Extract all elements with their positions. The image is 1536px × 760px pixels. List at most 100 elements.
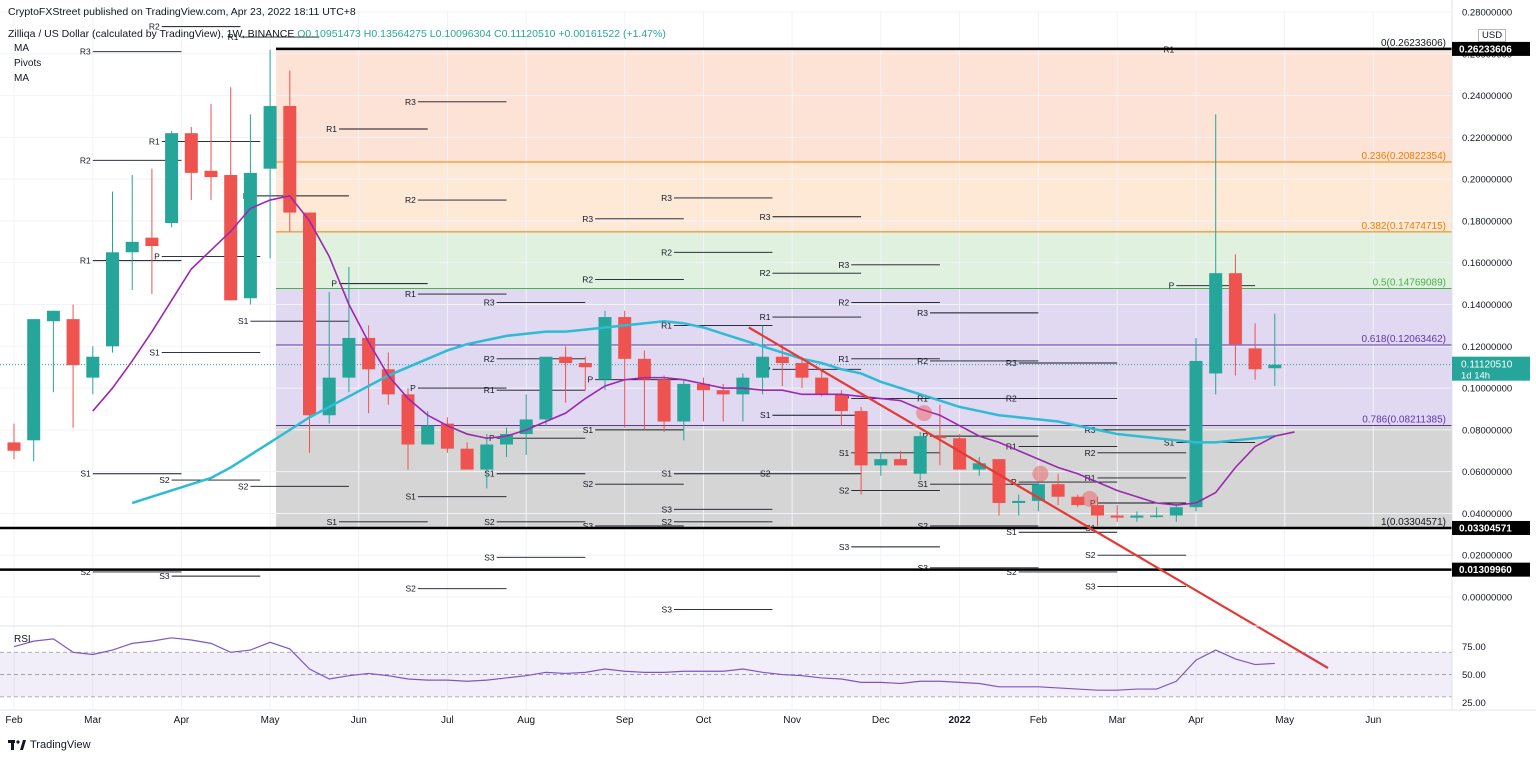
key-level-tag-1: [1452, 520, 1530, 535]
pivot-label-48: S2: [159, 475, 170, 485]
candle-27: [539, 356, 553, 420]
pivot-label-33: P: [410, 383, 416, 393]
rsi-tick-2: 75.00: [1462, 642, 1486, 653]
indicator-ma-2[interactable]: MA: [14, 73, 29, 84]
pivot-label-53: S2: [583, 479, 594, 489]
candle-64: [1268, 364, 1282, 369]
grid: [0, 11, 1452, 710]
pivot-label-28: R1: [838, 354, 849, 364]
tradingview-brand: TradingView: [8, 739, 91, 751]
pivot-label-18: P: [331, 279, 337, 289]
y-tick-0: 0.00000000: [1462, 593, 1512, 604]
key-level-tag-2: [1452, 562, 1530, 577]
price-axis[interactable]: 0.00000000 0.02000000 0.04000000 0.06000000…: [1451, 0, 1536, 710]
key-level-text-0: 0.26233606: [1459, 44, 1512, 55]
fib-label-0.5: 0.5(0.14769089): [1373, 277, 1446, 288]
indicator-pivots[interactable]: Pivots: [14, 58, 42, 69]
x-label-15: May: [1275, 715, 1294, 726]
pivot-label-38: S1: [760, 410, 771, 420]
ma-slow: [131, 319, 1275, 505]
candle-11: [224, 174, 238, 301]
pivot-label-73: S3: [918, 563, 929, 573]
pivot-label-58: S1: [405, 492, 416, 502]
candle-28: [559, 356, 573, 364]
candle-0: [7, 442, 21, 451]
price-tag: [1452, 356, 1530, 381]
candle-62: [1228, 273, 1242, 345]
pivot-label-74: S2: [1006, 567, 1017, 577]
x-label-16: Jun: [1365, 715, 1381, 726]
candle-51: [1012, 500, 1026, 503]
candle-58: [1150, 515, 1164, 518]
key-level-tag-0: [1452, 41, 1530, 56]
pivot-label-72: S3: [159, 571, 170, 581]
candle-17: [342, 337, 356, 378]
pivot-label-30: R3: [1006, 358, 1017, 368]
fib-label-0.236: 0.236(0.20822354): [1361, 151, 1446, 162]
pivot-lines: R2 R1 R3 R3 R1 R1 R2 R2 P R3 R3 R3 R2 R3 R2 R2 P R1 P R1 R3 R…: [80, 22, 1256, 615]
pivot-label-17: R1: [80, 256, 91, 266]
candle-50: [992, 459, 1006, 503]
time-axis[interactable]: Feb Mar Apr May Jun Jul Aug Sep Oct Nov Dec 2022 Feb…: [0, 709, 1536, 726]
candle-2: [46, 310, 60, 322]
rsi-label[interactable]: RSI: [14, 634, 31, 645]
pivot-label-5: R1: [149, 137, 160, 147]
candle-14: [283, 106, 297, 213]
pivot-label-76: S3: [1085, 582, 1096, 592]
fib-label-0: 0(0.26233606): [1381, 38, 1446, 49]
candle-5: [106, 252, 119, 347]
fib-label-0.618: 0.618(0.12063462): [1361, 334, 1446, 345]
candle-4: [86, 356, 100, 378]
candle-55: [1091, 505, 1104, 516]
candle-19: [381, 369, 395, 395]
y-tick-4: 0.08000000: [1462, 425, 1512, 436]
candle-60: [1189, 360, 1203, 508]
pivot-label-27: R2: [484, 354, 495, 364]
pivot-label-34: R1: [484, 385, 495, 395]
candle-30: [598, 317, 612, 380]
candle-42: [834, 394, 848, 412]
currency-label[interactable]: USD: [1478, 29, 1507, 42]
candle-63: [1248, 348, 1262, 370]
rsi-tick-0: 25.00: [1462, 698, 1486, 709]
candle-3: [66, 319, 80, 366]
x-label-10: Dec: [872, 715, 890, 726]
candle-25: [500, 434, 513, 445]
candle-47: [933, 436, 947, 439]
touch-point-1: [1032, 465, 1049, 482]
candle-40: [795, 363, 809, 378]
pivot-label-43: S1: [1164, 437, 1175, 447]
pivot-label-21: R2: [838, 297, 849, 307]
candlesticks: [7, 49, 1282, 526]
x-label-4: Jun: [351, 715, 367, 726]
pivot-label-39: S1: [583, 425, 594, 435]
candle-6: [125, 241, 139, 253]
pivot-label-16: P: [154, 251, 160, 261]
candle-61: [1209, 273, 1223, 374]
candle-39: [775, 356, 789, 364]
y-tick-5: 0.10000000: [1462, 384, 1512, 395]
pivot-label-3: R3: [405, 97, 416, 107]
y-tick-7: 0.14000000: [1462, 300, 1512, 311]
candle-12: [243, 172, 257, 299]
pivot-label-14: R2: [760, 268, 771, 278]
y-tick-12: 0.24000000: [1462, 91, 1512, 102]
indicator-ma-1[interactable]: MA: [14, 43, 29, 54]
pivot-label-22: R3: [917, 308, 928, 318]
y-tick-14: 0.28000000: [1462, 8, 1512, 19]
candle-10: [204, 170, 218, 178]
pivot-label-9: R3: [661, 193, 672, 203]
pivot-label-13: R3: [838, 260, 849, 270]
tradingview-logo-icon: [8, 740, 26, 750]
candle-18: [362, 337, 376, 370]
touch-point-2: [1081, 490, 1098, 507]
moving-averages: [92, 194, 1295, 506]
candle-41: [815, 377, 829, 395]
pivot-label-45: R1: [1006, 442, 1017, 452]
y-tick-1: 0.02000000: [1462, 551, 1512, 562]
candle-37: [736, 377, 750, 395]
pivot-label-11: R3: [760, 212, 771, 222]
pivot-label-79: P: [1169, 281, 1175, 291]
pivot-label-60: S3: [662, 504, 673, 514]
